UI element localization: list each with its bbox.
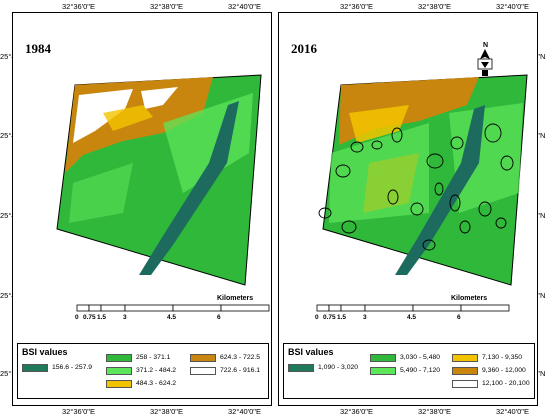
legend-swatch-2 xyxy=(370,367,396,375)
legend-swatch-0 xyxy=(288,364,314,372)
legend-title: BSI values xyxy=(288,347,334,357)
legend-label-3: 7,130 - 9,350 xyxy=(482,354,523,361)
sb-units: Kilometers xyxy=(217,295,254,302)
sb-tick-0: 0 xyxy=(315,314,319,321)
legend-swatch-1 xyxy=(106,354,132,362)
coord-bottom-1: 32°36'0"E xyxy=(62,407,95,416)
legend-label-1: 258 - 371.1 xyxy=(136,354,171,361)
coord-bottom-6: 32°40'0"E xyxy=(496,407,529,416)
svg-text:N: N xyxy=(483,42,488,49)
bright-fields xyxy=(329,123,429,223)
coord-top-1: 32°36'0"E xyxy=(62,2,95,11)
sb-units: Kilometers xyxy=(451,295,488,302)
legend-label-1: 3,030 - 5,480 xyxy=(400,354,441,361)
sb-tick-3: 3 xyxy=(363,314,367,321)
sb-tick-2: 1.5 xyxy=(337,314,347,321)
coord-bottom-4: 32°36'0"E xyxy=(340,407,373,416)
bright-fields-2 xyxy=(69,163,133,223)
legend-label-0: 156.6 - 257.9 xyxy=(52,364,93,371)
legend-label-5: 722.6 - 916.1 xyxy=(220,367,261,374)
sb-tick-4: 4.5 xyxy=(407,314,417,321)
sb-tick-0: 0 xyxy=(75,314,79,321)
coord-top-4: 32°36'0"E xyxy=(340,2,373,11)
legend-swatch-5 xyxy=(190,367,216,375)
bright-fields-2 xyxy=(449,103,523,213)
north-arrow-icon: N xyxy=(477,42,493,76)
legend-2016: BSI values 1,090 - 3,020 3,030 - 5,480 5… xyxy=(283,343,535,399)
sb-tick-3: 3 xyxy=(123,314,127,321)
map-panel-2016: 2016 N xyxy=(278,12,538,406)
sb-tick-4: 4.5 xyxy=(167,314,177,321)
bare-soil-white xyxy=(73,89,133,143)
legend-swatch-5 xyxy=(452,380,478,388)
coord-top-3: 32°40'0"E xyxy=(228,2,261,11)
sb-tick-1: 0.75 xyxy=(323,314,336,321)
coord-bottom-2: 32°38'0"E xyxy=(150,407,183,416)
legend-swatch-3 xyxy=(452,354,478,362)
legend-swatch-4 xyxy=(190,354,216,362)
sb-tick-2: 1.5 xyxy=(97,314,107,321)
legend-swatch-0 xyxy=(22,364,48,372)
scalebar-2016 xyxy=(316,304,510,312)
legend-label-4: 9,360 - 12,000 xyxy=(482,367,526,374)
hotspot-circles xyxy=(318,123,514,251)
legend-swatch-1 xyxy=(370,354,396,362)
map-panel-1984: 1984 0 0.75 1.5 3 4.5 6 Kilometers BSI v… xyxy=(12,12,272,406)
map-2016 xyxy=(318,74,528,286)
river xyxy=(139,101,239,275)
legend-label-3: 484.3 - 624.2 xyxy=(136,380,177,387)
legend-1984: BSI values 156.6 - 257.9 258 - 371.1 371… xyxy=(17,343,269,399)
legend-label-2: 371.2 - 484.2 xyxy=(136,367,177,374)
coord-top-6: 32°40'0"E xyxy=(496,2,529,11)
legend-label-0: 1,090 - 3,020 xyxy=(318,364,359,371)
yellow-speckle xyxy=(363,153,419,213)
coord-bottom-5: 32°38'0"E xyxy=(418,407,451,416)
legend-label-5: 12,100 - 20,100 xyxy=(482,380,530,387)
year-label: 2016 xyxy=(291,41,317,56)
legend-swatch-3 xyxy=(106,380,132,388)
river xyxy=(395,105,485,275)
legend-label-4: 624.3 - 722.5 xyxy=(220,354,261,361)
bare-soil-white-2 xyxy=(141,87,178,109)
year-label: 1984 xyxy=(25,41,51,56)
legend-label-2: 5,490 - 7,120 xyxy=(400,367,441,374)
legend-title: BSI values xyxy=(22,347,68,357)
scalebar-1984 xyxy=(76,304,270,312)
sb-tick-5: 6 xyxy=(217,314,221,321)
sb-tick-1: 0.75 xyxy=(83,314,96,321)
map-1984 xyxy=(56,74,262,286)
legend-swatch-2 xyxy=(106,367,132,375)
coord-top-2: 32°38'0"E xyxy=(150,2,183,11)
yellow-patches xyxy=(103,105,153,131)
yellow-patches xyxy=(349,105,409,143)
legend-swatch-4 xyxy=(452,367,478,375)
coord-top-5: 32°38'0"E xyxy=(418,2,451,11)
sb-tick-5: 6 xyxy=(457,314,461,321)
coord-bottom-3: 32°40'0"E xyxy=(228,407,261,416)
